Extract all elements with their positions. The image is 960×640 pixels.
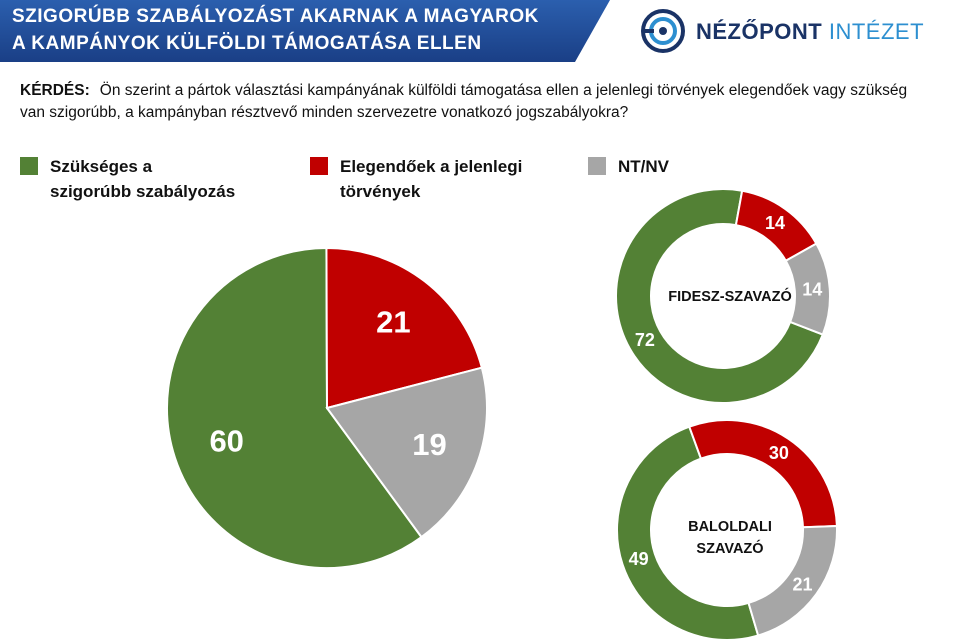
legend-label-dontknow: NT/NV xyxy=(618,157,669,176)
baloldali-donut: 49 30 21 xyxy=(616,419,838,640)
main-pie: 60 21 19 xyxy=(166,246,488,569)
survey-question: KÉRDÉS: Ön szerint a pártok választási ka… xyxy=(20,80,935,124)
fidesz-donut: 72 14 14 xyxy=(615,188,831,404)
question-text: Ön szerint a pártok választási kampányán… xyxy=(20,82,908,121)
legend-item-strict: Szükséges a szigorúbb szabályozás xyxy=(20,154,235,204)
logo-word-2: INTÉZET xyxy=(828,19,925,44)
baloldali-donut-slice-strict xyxy=(616,425,760,640)
main-pie-label-strict: 60 xyxy=(209,423,243,458)
nezopont-logo: NÉZŐPONT INTÉZET xyxy=(640,8,940,54)
legend-item-sufficient: Elegendőek a jelenlegi törvények xyxy=(310,154,522,204)
legend-item-dontknow: NT/NV xyxy=(588,154,669,179)
logo-word-1: NÉZŐPONT xyxy=(696,19,823,44)
legend-swatch-green xyxy=(20,157,38,175)
baloldali-donut-slice-sufficient xyxy=(687,419,838,529)
main-pie-slice-strict xyxy=(166,246,423,569)
legend-label-sufficient-line-1: Elegendőek a jelenlegi xyxy=(340,157,523,176)
legend-label-sufficient-line-2: törvények xyxy=(340,182,421,201)
fidesz-donut-slice-dontknow xyxy=(784,242,831,336)
donut-label-baloldali-line-1: BALOLDALI xyxy=(688,519,772,535)
fidesz-donut-label-dontknow: 14 xyxy=(802,280,822,300)
fidesz-donut-label-strict: 72 xyxy=(635,330,655,350)
baloldali-donut-label-strict: 49 xyxy=(629,549,649,569)
chart-title-line-1: SZIGORÚBB SZABÁLYOZÁST AKARNAK A MAGYARO… xyxy=(12,6,539,27)
chart-title-line-2: A KAMPÁNYOK KÜLFÖLDI TÁMOGATÁSA ELLEN xyxy=(12,33,482,54)
fidesz-donut-slice-strict xyxy=(615,188,825,404)
question-label: KÉRDÉS: xyxy=(20,82,90,99)
baloldali-donut-label-sufficient: 30 xyxy=(769,443,789,463)
main-pie-slice-sufficient xyxy=(325,247,484,410)
baloldali-donut-slice-dontknow xyxy=(747,525,838,637)
nezopont-logo-icon xyxy=(641,9,685,53)
fidesz-donut-label-sufficient: 14 xyxy=(765,213,785,233)
title-banner: SZIGORÚBB SZABÁLYOZÁST AKARNAK A MAGYARO… xyxy=(0,0,610,62)
main-pie-label-dontknow: 19 xyxy=(412,427,446,462)
baloldali-donut-label-dontknow: 21 xyxy=(792,574,812,594)
main-pie-slice-dontknow xyxy=(325,366,488,539)
donut-label-fidesz: FIDESZ-SZAVAZÓ xyxy=(668,289,792,305)
legend-swatch-gray xyxy=(588,157,606,175)
donut-label-baloldali: BALOLDALI SZAVAZÓ xyxy=(655,516,805,560)
legend-label-strict-line-1: Szükséges a xyxy=(50,157,153,176)
legend-label-strict-line-2: szigorúbb szabályozás xyxy=(50,182,236,201)
legend-swatch-red xyxy=(310,157,328,175)
donut-label-baloldali-line-2: SZAVAZÓ xyxy=(696,541,764,557)
main-pie-label-sufficient: 21 xyxy=(376,304,410,339)
